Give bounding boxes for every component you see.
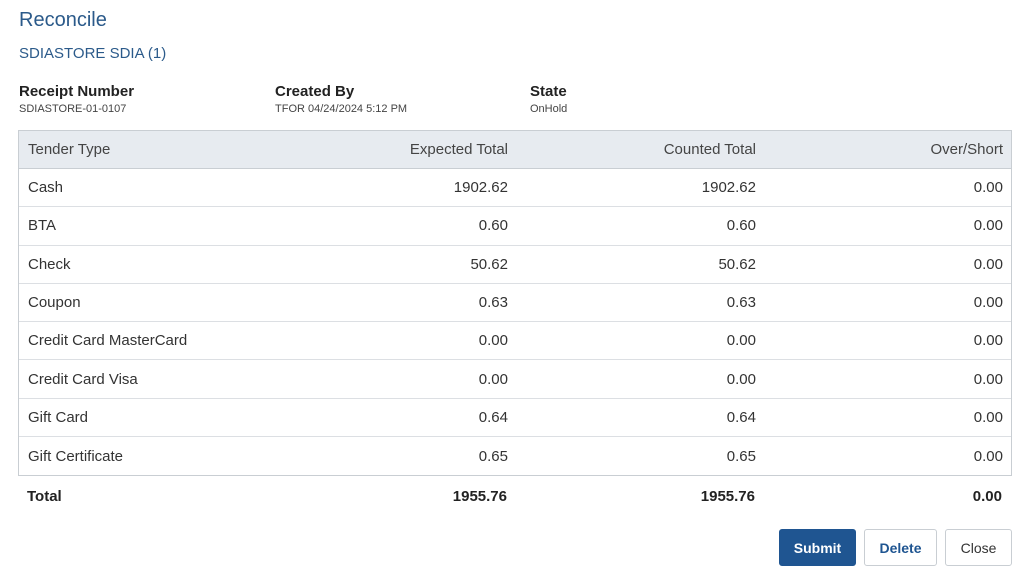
column-header-tender-type[interactable]: Tender Type [28,141,111,158]
column-header-expected-total[interactable]: Expected Total [409,141,508,158]
table-row[interactable]: Credit Card MasterCard 0.00 0.00 0.00 [19,322,1011,361]
table-row[interactable]: Check 50.62 50.62 0.00 [19,245,1011,284]
over-short-cell: 0.00 [973,408,1003,426]
table-row[interactable]: BTA 0.60 0.60 0.00 [19,207,1011,246]
created-by-value: TFOR 04/24/2024 5:12 PM [275,103,408,115]
table-row[interactable]: Credit Card Visa 0.00 0.00 0.00 [19,360,1011,399]
tender-type-cell: Cash [28,179,64,197]
expected-total-cell: 0.60 [478,217,508,235]
expected-total-cell: 0.00 [478,370,508,388]
total-row: Total 1955.76 1955.76 0.00 [18,477,1012,515]
expected-total-cell: 1902.62 [453,179,508,197]
table-row[interactable]: Gift Card 0.64 0.64 0.00 [19,398,1011,438]
delete-button[interactable]: Delete [864,529,937,566]
tender-type-cell: Gift Certificate [28,447,124,465]
state-field: State OnHold [530,83,567,115]
counted-total-cell: 0.65 [726,447,756,465]
expected-total-cell: 0.00 [478,332,508,350]
over-short-cell: 0.00 [973,294,1003,312]
expected-total-cell: 0.65 [478,447,508,465]
expected-total-cell: 0.63 [478,294,508,312]
receipt-number-field: Receipt Number SDIASTORE-01-0107 [19,83,134,115]
expected-total-cell: 0.64 [478,408,508,426]
state-value: OnHold [530,103,568,115]
over-short-cell: 0.00 [973,332,1003,350]
column-header-counted-total[interactable]: Counted Total [663,141,756,158]
receipt-number-value: SDIASTORE-01-0107 [19,103,127,115]
tender-type-cell: Credit Card MasterCard [28,332,188,350]
counted-total-cell: 0.00 [726,370,756,388]
created-by-label: Created By [275,83,355,100]
column-header-over-short[interactable]: Over/Short [930,141,1003,158]
tender-type-cell: Gift Card [28,408,89,426]
table-row[interactable]: Gift Certificate 0.65 0.65 0.00 [19,437,1011,476]
expected-total-cell: 50.62 [470,255,508,273]
page-title: Reconcile [19,9,107,31]
receipt-number-label: Receipt Number [19,83,135,100]
over-short-cell: 0.00 [973,255,1003,273]
counted-total-cell: 1902.62 [701,179,756,197]
tender-type-cell: Credit Card Visa [28,370,138,388]
total-expected: 1955.76 [452,487,507,505]
over-short-cell: 0.00 [973,217,1003,235]
over-short-cell: 0.00 [973,370,1003,388]
counted-total-cell: 0.00 [726,332,756,350]
total-label: Total [27,487,62,505]
close-button[interactable]: Close [945,529,1012,566]
counted-total-cell: 0.64 [726,408,756,426]
table-row[interactable]: Coupon 0.63 0.63 0.00 [19,283,1011,323]
tender-type-cell: Check [28,255,71,273]
total-counted: 1955.76 [700,487,755,505]
total-over-short: 0.00 [972,487,1002,505]
store-subtitle: SDIASTORE SDIA (1) [19,45,167,62]
counted-total-cell: 50.62 [718,255,756,273]
over-short-cell: 0.00 [973,447,1003,465]
counted-total-cell: 0.63 [726,294,756,312]
over-short-cell: 0.00 [973,179,1003,197]
submit-button[interactable]: Submit [779,529,856,566]
table-row[interactable]: Cash 1902.62 1902.62 0.00 [19,169,1011,208]
tender-type-cell: Coupon [28,294,81,312]
counted-total-cell: 0.60 [726,217,756,235]
tender-type-cell: BTA [28,217,57,235]
table-header: Tender Type Expected Total Counted Total… [19,131,1011,169]
tender-table: Tender Type Expected Total Counted Total… [18,130,1012,477]
state-label: State [530,83,567,100]
created-by-field: Created By TFOR 04/24/2024 5:12 PM [275,83,407,115]
